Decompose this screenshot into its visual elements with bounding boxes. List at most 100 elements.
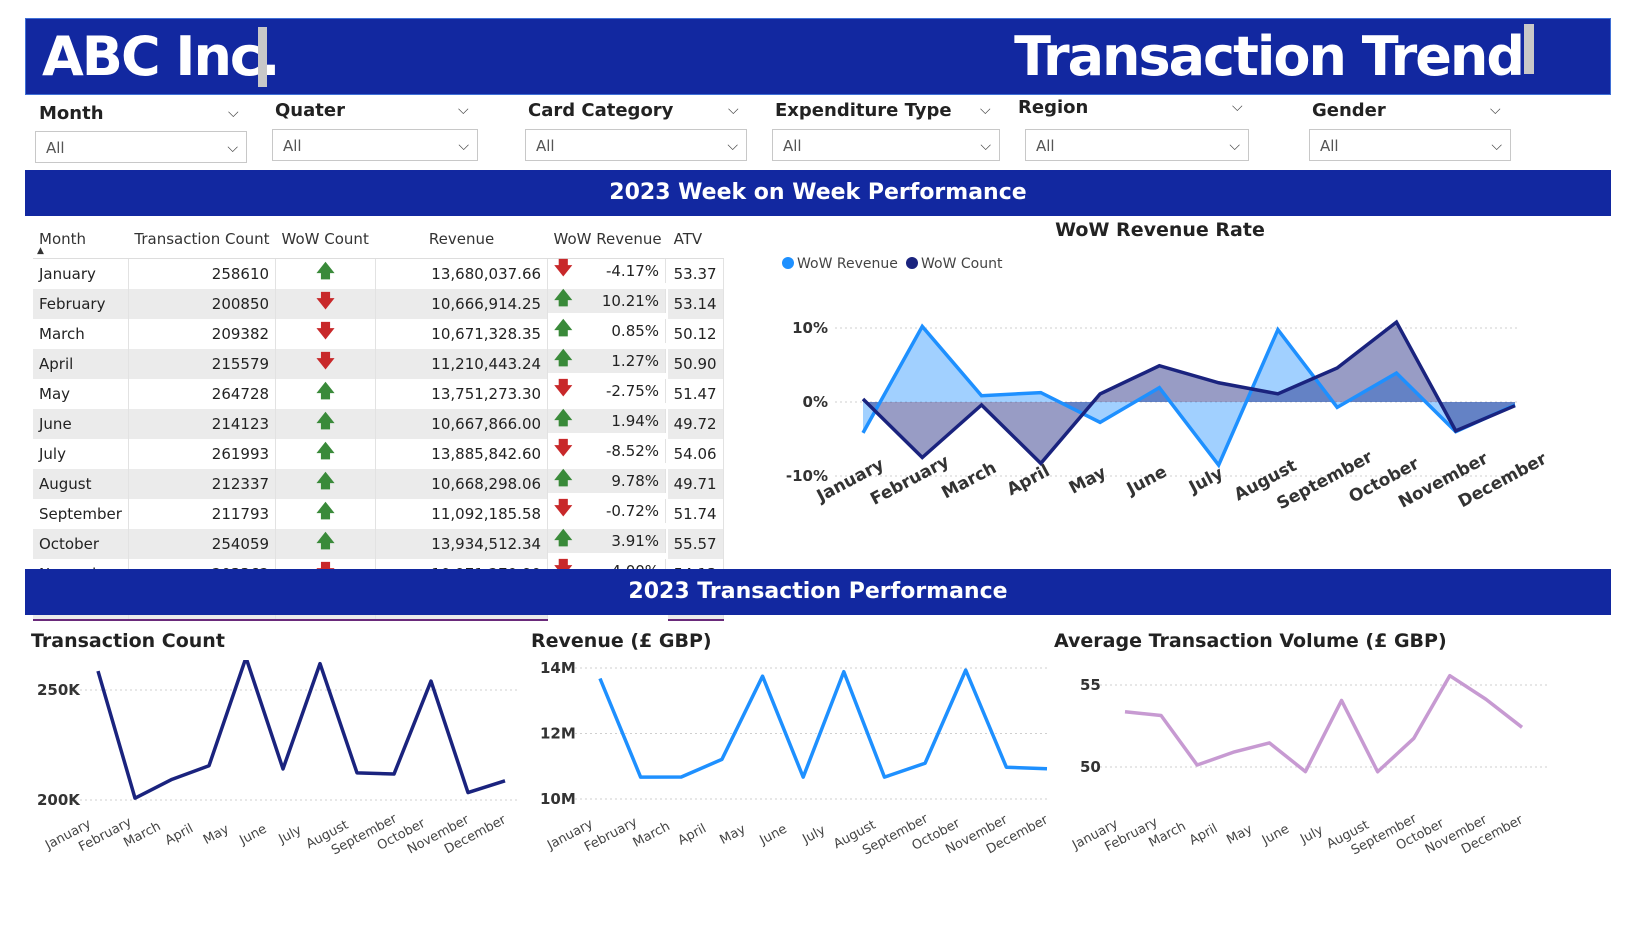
cell-atv: 51.47 [667,379,724,409]
cell-month: August [33,469,129,499]
legend-label: WoW Count [921,256,1003,272]
arrow-up-icon: 🡅 [316,531,335,552]
slicer-dropdown-month[interactable]: All ⌵ [35,131,247,163]
cell-transaction-count: 209382 [128,319,277,349]
cell-transaction-count: 211793 [128,499,277,529]
x-tick-label: February [582,815,640,855]
table-row[interactable]: March 209382 🡇 10,671,328.35 🡅 0.85% 50.12 [33,318,724,349]
column-header-month[interactable]: Month ▲ [33,220,129,259]
cell-revenue: 11,210,443.24 [375,349,549,379]
cell-month: January [33,258,129,289]
slicer-dropdown-expenditure-type[interactable]: All ⌵ [772,129,1000,161]
wow-revenue-pct: -0.72% [605,502,660,520]
chevron-down-icon[interactable]: ⌵ [1232,99,1243,115]
table-row[interactable]: May 264728 🡅 13,751,273.30 🡇 -2.75% 51.47 [33,378,724,409]
slicer-dropdown-gender[interactable]: All ⌵ [1309,129,1511,161]
x-tick-label: July [799,823,828,848]
chevron-down-icon[interactable]: ⌵ [458,102,469,118]
arrow-up-icon: 🡅 [554,528,573,549]
chevron-down-icon: ⌵ [727,138,738,154]
y-tick-label: 12M [540,725,576,743]
slicer-label-expenditure-type: Expenditure Type [775,100,952,121]
cell-revenue: 11,092,185.58 [375,499,549,529]
arrow-down-icon: 🡇 [316,291,335,312]
wow-revenue-pct: 3.91% [611,532,660,550]
arrow-down-icon: 🡇 [554,258,573,279]
x-tick-label: May [718,822,749,848]
y-tick-label: 55 [1080,676,1101,694]
cell-atv: 49.72 [667,409,724,439]
cell-month: April [33,349,129,379]
column-header-transaction-count[interactable]: Transaction Count [128,220,276,259]
company-name: ABC Inc. [42,25,280,88]
x-tick-label: April [676,821,709,848]
atv-title: Average Transaction Volume (£ GBP) [1054,630,1447,652]
column-header-atv[interactable]: ATV [667,220,724,259]
slicer-label-month: Month [39,103,104,124]
cell-wow-revenue: 🡇 -0.72% [548,498,667,523]
arrow-down-icon: 🡇 [554,438,573,459]
table-row[interactable]: January 258610 🡅 13,680,037.66 🡇 -4.17% 53.37 [33,258,724,289]
table-row[interactable]: October 254059 🡅 13,934,512.34 🡅 3.91% 55.57 [33,528,724,559]
cell-atv: 50.90 [667,349,724,379]
cell-month: July [33,439,129,469]
table-row[interactable]: July 261993 🡅 13,885,842.60 🡇 -8.52% 54.06 [33,438,724,469]
legend-marker [782,257,794,269]
cell-atv: 50.12 [667,319,724,349]
header-banner [25,18,1611,95]
x-tick-label: April [1004,461,1053,500]
column-header-revenue[interactable]: Revenue [375,220,548,259]
cell-atv: 54.06 [667,439,724,469]
x-tick-label: April [163,821,196,848]
table-row[interactable]: September 211793 🡅 11,092,185.58 🡇 -0.72% 51.7… [33,498,724,529]
line-wow-count [861,319,1516,466]
cell-wow-count: 🡇 [275,319,377,349]
cell-wow-count: 🡅 [275,499,377,529]
x-tick-label: May [1224,822,1255,848]
wow-revenue-rate-chart: WoW Revenue Rate WoW Revenue WoW Count 10% 0… [782,219,1551,514]
x-tick-label: June [1259,822,1292,849]
y-tick-label: 14M [540,660,576,677]
slicer-dropdown-quater[interactable]: All ⌵ [272,129,478,161]
cell-revenue: 10,666,914.25 [375,289,549,319]
table-row[interactable]: April 215579 🡇 11,210,443.24 🡅 1.27% 50.90 [33,348,724,379]
arrow-down-icon: 🡇 [554,498,573,519]
arrow-up-icon: 🡅 [316,381,335,402]
cell-transaction-count: 200850 [128,289,277,319]
cell-month: June [33,409,129,439]
cell-wow-revenue: 🡇 -8.52% [548,438,667,463]
chevron-down-icon[interactable]: ⌵ [980,102,991,118]
column-header-wow-count[interactable]: WoW Count [275,220,376,259]
wow-revenue-pct: -8.52% [605,442,660,460]
arrow-up-icon: 🡅 [554,318,573,339]
arrow-up-icon: 🡅 [316,261,335,282]
series-line [1124,673,1524,774]
cell-revenue: 10,667,866.00 [375,409,549,439]
y-tick-label: 250K [37,681,81,699]
cell-revenue: 13,934,512.34 [375,529,549,559]
table-row[interactable]: June 214123 🡅 10,667,866.00 🡅 1.94% 49.72 [33,408,724,439]
wow-revenue-pct: -2.75% [605,382,660,400]
chevron-down-icon[interactable]: ⌵ [728,102,739,118]
y-tick-label: 10% [792,319,828,337]
wow-revenue-pct: 0.85% [611,322,660,340]
chevron-down-icon: ⌵ [1229,138,1240,154]
cell-atv: 49.71 [667,469,724,499]
chevron-down-icon[interactable]: ⌵ [1490,102,1501,118]
slicer-value: All [1320,137,1339,155]
series-line [598,668,1048,779]
table-row[interactable]: August 212337 🡅 10,668,298.06 🡅 9.78% 49.71 [33,468,724,499]
wow-revenue-pct: 9.78% [611,472,660,490]
slicer-value: All [46,139,65,157]
slicer-label-quater: Quater [275,100,345,121]
table-row[interactable]: February 200850 🡇 10,666,914.25 🡅 10.21% 53.14 [33,288,724,319]
legend-marker [906,257,918,269]
arrow-up-icon: 🡅 [554,468,573,489]
x-tick-label: June [757,822,790,849]
chevron-down-icon[interactable]: ⌵ [228,105,239,121]
slicer-dropdown-region[interactable]: All ⌵ [1025,129,1249,161]
cell-wow-count: 🡅 [275,258,377,289]
column-header-wow-revenue[interactable]: WoW Revenue [547,220,668,259]
slicer-dropdown-card-category[interactable]: All ⌵ [525,129,747,161]
y-tick-label: 10M [540,790,576,808]
